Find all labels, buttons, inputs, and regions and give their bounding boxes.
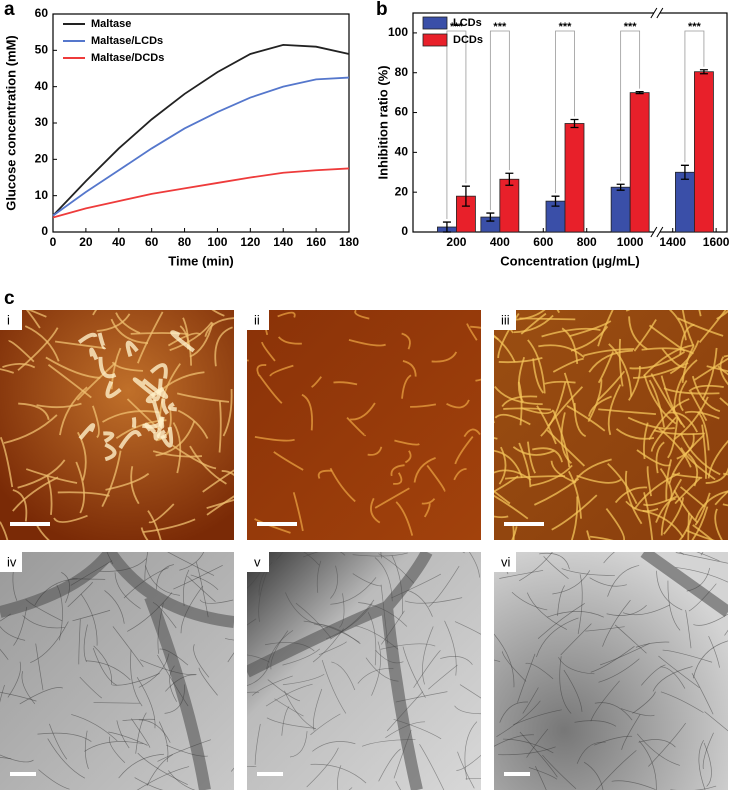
y-tick-label: 10 bbox=[35, 188, 49, 202]
legend-swatch bbox=[423, 17, 447, 29]
x-tick-label: 140 bbox=[273, 235, 293, 249]
line bbox=[53, 78, 349, 216]
x-tick-label: 1000 bbox=[617, 235, 644, 249]
y-tick-label: 40 bbox=[395, 145, 409, 159]
image-label: vi bbox=[501, 554, 511, 569]
line bbox=[53, 168, 349, 217]
micrograph: vi bbox=[458, 510, 732, 790]
y-tick-label: 40 bbox=[35, 79, 49, 93]
image-label: i bbox=[7, 312, 10, 327]
x-tick-label: 180 bbox=[339, 235, 359, 249]
y-tick-label: 0 bbox=[401, 224, 408, 238]
bar bbox=[611, 187, 630, 232]
bar bbox=[565, 123, 584, 232]
x-tick-label: 200 bbox=[446, 235, 466, 249]
x-tick-label: 1400 bbox=[659, 235, 686, 249]
x-axis-title: Time (min) bbox=[168, 253, 234, 268]
y-tick-label: 100 bbox=[388, 25, 408, 39]
legend-label: Maltase/DCDs bbox=[91, 52, 164, 64]
significance-label: *** bbox=[493, 21, 507, 33]
panel-label: c bbox=[4, 288, 15, 309]
legend-label: Maltase bbox=[91, 18, 131, 30]
micrograph: ii bbox=[231, 304, 507, 540]
fibril bbox=[437, 538, 464, 553]
fibril bbox=[688, 513, 689, 556]
significance-label: *** bbox=[559, 21, 573, 33]
legend-label: Maltase/LCDs bbox=[91, 35, 163, 47]
bar bbox=[500, 179, 519, 232]
micrograph-content: v bbox=[209, 503, 510, 790]
scale-bar bbox=[10, 522, 50, 526]
y-tick-label: 20 bbox=[35, 152, 49, 166]
x-axis-title: Concentration (μg/mL) bbox=[500, 253, 639, 268]
image-label: v bbox=[254, 554, 261, 569]
micrograph-content: iv bbox=[0, 530, 281, 790]
image-label: iv bbox=[7, 554, 17, 569]
micrograph-background bbox=[247, 310, 481, 540]
fibril bbox=[519, 318, 575, 319]
line bbox=[53, 45, 349, 216]
image-label: iii bbox=[501, 312, 510, 327]
panel-label: a bbox=[4, 0, 15, 20]
scale-bar bbox=[257, 772, 283, 776]
x-tick-label: 80 bbox=[178, 235, 192, 249]
legend-label: LCDs bbox=[453, 17, 482, 29]
x-tick-label: 60 bbox=[145, 235, 159, 249]
y-tick-label: 0 bbox=[41, 224, 48, 238]
y-tick-label: 20 bbox=[395, 184, 409, 198]
axis-break-gap bbox=[654, 8, 660, 18]
x-tick-label: 800 bbox=[577, 235, 597, 249]
x-tick-label: 20 bbox=[79, 235, 93, 249]
legend-label: DCDs bbox=[453, 34, 483, 46]
fibril bbox=[674, 271, 700, 316]
image-label: ii bbox=[254, 312, 260, 327]
micrograph-content: iii bbox=[455, 260, 732, 575]
label-box bbox=[0, 310, 22, 330]
significance-bracket bbox=[447, 31, 466, 219]
micrograph: v bbox=[209, 503, 510, 790]
significance-label: *** bbox=[624, 21, 638, 33]
scale-bar bbox=[10, 772, 36, 776]
bar bbox=[630, 93, 649, 232]
panel-label: b bbox=[376, 0, 388, 20]
x-tick-label: 1600 bbox=[703, 235, 730, 249]
y-axis-title: Inhibition ratio (%) bbox=[375, 65, 390, 179]
x-tick-label: 0 bbox=[50, 235, 57, 249]
fibril bbox=[486, 386, 494, 423]
micrograph-background bbox=[247, 552, 481, 790]
y-tick-label: 50 bbox=[35, 43, 49, 57]
micrograph-content: i bbox=[0, 284, 264, 565]
y-tick-label: 60 bbox=[35, 6, 49, 20]
bar bbox=[675, 172, 694, 232]
x-tick-label: 600 bbox=[533, 235, 553, 249]
y-tick-label: 80 bbox=[395, 65, 409, 79]
x-tick-label: 120 bbox=[240, 235, 260, 249]
scale-bar bbox=[504, 772, 530, 776]
x-tick-label: 400 bbox=[490, 235, 510, 249]
legend-swatch bbox=[423, 34, 447, 46]
y-tick-label: 60 bbox=[395, 105, 409, 119]
micrograph-content: vi bbox=[458, 510, 732, 790]
micrograph: i bbox=[0, 284, 264, 565]
micrograph: iv bbox=[0, 530, 281, 790]
x-tick-label: 160 bbox=[306, 235, 326, 249]
y-tick-label: 30 bbox=[35, 115, 49, 129]
x-tick-label: 100 bbox=[207, 235, 227, 249]
scale-bar bbox=[257, 522, 297, 526]
bar bbox=[694, 72, 713, 232]
micrograph-content: ii bbox=[231, 304, 507, 540]
y-axis-title: Glucose concentration (mM) bbox=[3, 35, 18, 211]
micrograph: iii bbox=[455, 260, 732, 575]
x-tick-label: 40 bbox=[112, 235, 126, 249]
fibril bbox=[626, 287, 662, 310]
significance-label: *** bbox=[688, 21, 702, 33]
scale-bar bbox=[504, 522, 544, 526]
